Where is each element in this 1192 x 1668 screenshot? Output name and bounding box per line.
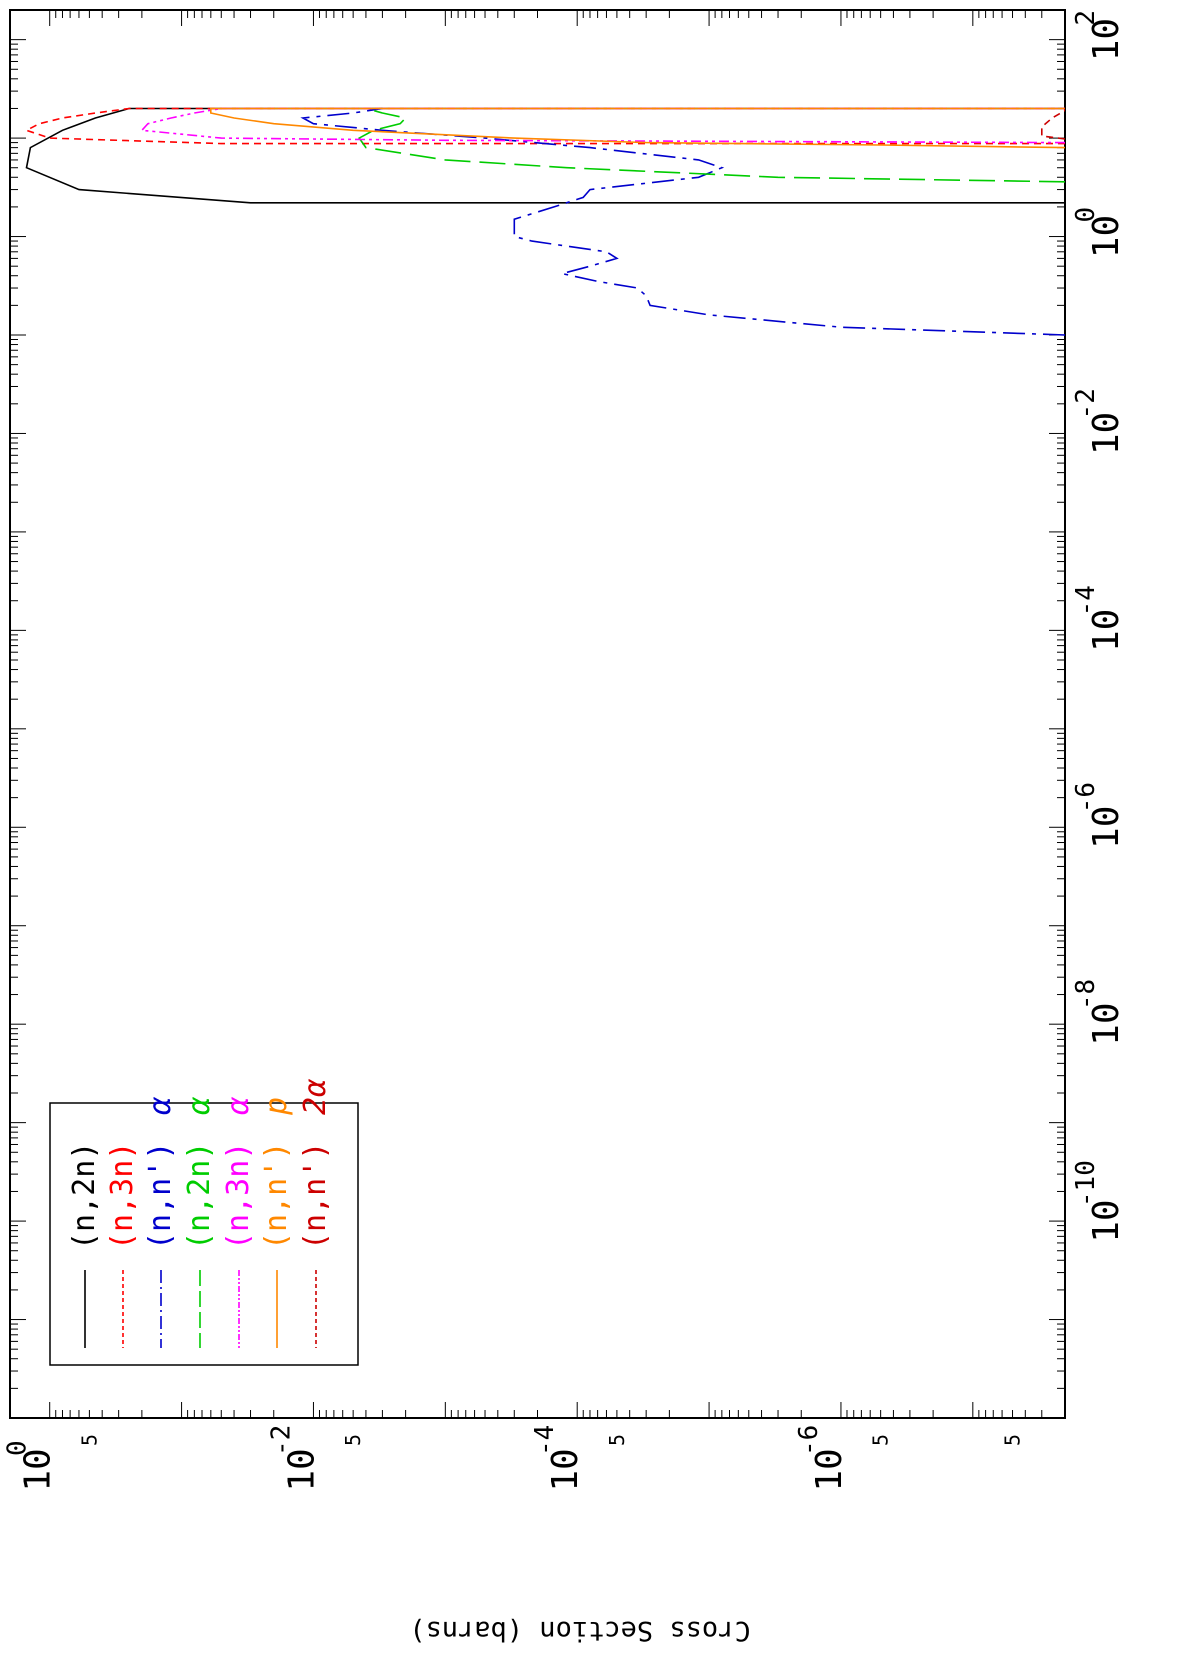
legend-suffix-4: α [182, 1096, 217, 1115]
x-tick-label-base: 10 [1086, 806, 1127, 849]
y-minor-tick-label: 5 [77, 1434, 101, 1446]
x-tick-label: 10-4 [1071, 585, 1127, 652]
x-tick-label-base: 10 [1086, 609, 1127, 652]
y-tick-label-exponent: 0 [3, 1440, 33, 1456]
legend-label-6: (n,n') [259, 1142, 294, 1250]
y-minor-tick-label: 5 [341, 1434, 365, 1446]
legend-label-5: (n,3n) [221, 1142, 256, 1250]
y-tick-label: 10-2 [266, 1425, 322, 1492]
axis-ticks [9, 9, 1066, 1419]
series-line-5 [140, 107, 1065, 144]
legend-suffix-3: α [143, 1096, 178, 1115]
series-line-1 [25, 107, 1065, 204]
series-line-3 [300, 107, 1065, 336]
x-tick-label-base: 10 [1086, 412, 1127, 455]
y-axis-label: Cross Section (barns) [409, 1615, 750, 1646]
y-tick-label-base: 10 [545, 1448, 586, 1491]
legend-suffix-6: p [259, 1097, 294, 1116]
y-tick-label-base: 10 [281, 1448, 322, 1491]
series-line-4 [358, 107, 1065, 183]
y-minor-tick-label: 5 [1001, 1434, 1025, 1446]
y-minor-tick-label: 5 [869, 1434, 893, 1446]
y-tick-label-exponent: -2 [266, 1425, 296, 1456]
x-tick-label: 10-2 [1071, 388, 1127, 455]
x-tick-label-base: 10 [1086, 215, 1127, 258]
legend-label-3: (n,n') [143, 1142, 178, 1250]
legend: (n,2n) (n,3n) (n,n')α(n,2n)α(n,3n)α(n,n')p… [49, 1078, 359, 1366]
legend-label-2: (n,3n) [105, 1142, 140, 1250]
y-minor-tick-label: 5 [605, 1434, 629, 1446]
x-tick-label: 100 [1071, 207, 1127, 258]
y-tick-label-exponent: -6 [794, 1425, 824, 1456]
y-tick-label-exponent: -4 [530, 1425, 560, 1456]
x-tick-label-exponent: 2 [1071, 10, 1101, 26]
legend-suffix-7: 2α [298, 1078, 333, 1115]
y-tick-label: 100 [3, 1440, 59, 1491]
x-tick-label: 10-8 [1071, 979, 1127, 1046]
y-tick-label: 10-4 [530, 1425, 586, 1492]
x-tick-label-exponent: -8 [1071, 979, 1101, 1010]
x-tick-label-base: 10 [1086, 1003, 1127, 1046]
series-line-6 [210, 107, 1065, 149]
x-tick-label: 102 [1071, 10, 1127, 61]
legend-label-7: (n,n') [298, 1142, 333, 1250]
series-line-7 [1041, 108, 1065, 140]
x-tick-label-exponent: -2 [1071, 388, 1101, 419]
x-tick-label-exponent: -6 [1071, 782, 1101, 813]
legend-box [49, 1102, 359, 1366]
y-tick-label: 10-6 [794, 1425, 850, 1492]
x-tick-label-base: 10 [1086, 1199, 1127, 1242]
y-tick-label-base: 10 [18, 1448, 59, 1491]
legend-label-1: (n,2n) [67, 1142, 102, 1250]
x-tick-label-exponent: -10 [1071, 1160, 1101, 1207]
x-tick-label-exponent: -4 [1071, 585, 1101, 616]
x-tick-label: 10-10 [1071, 1160, 1127, 1243]
x-tick-label-exponent: 0 [1071, 207, 1101, 223]
legend-label-4: (n,2n) [182, 1142, 217, 1250]
plot-area [24, 107, 1065, 336]
legend-suffix-5: α [221, 1096, 256, 1115]
series-line-2 [24, 107, 1065, 145]
y-tick-label-base: 10 [809, 1448, 850, 1491]
x-tick-label-base: 10 [1086, 18, 1127, 61]
x-tick-label: 10-6 [1071, 782, 1127, 849]
series-group [24, 107, 1065, 336]
